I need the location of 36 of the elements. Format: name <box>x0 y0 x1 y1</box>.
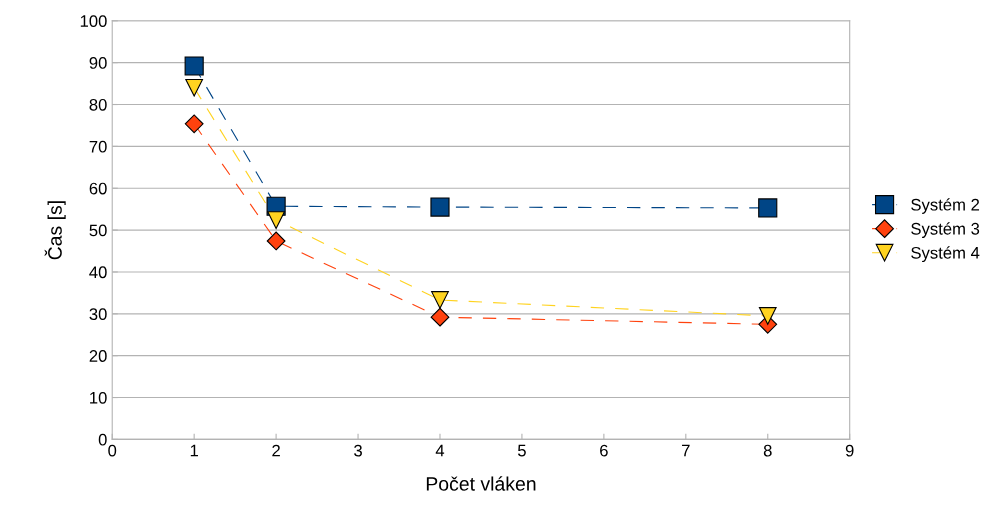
y-tick-label: 90 <box>89 57 107 69</box>
point <box>758 198 778 218</box>
point <box>185 78 204 97</box>
y-axis-title: Čas [s] <box>44 201 66 260</box>
legend-label: Systém 3 <box>911 222 980 238</box>
x-tick-label: 7 <box>682 444 690 457</box>
x-tick-label: 8 <box>763 444 772 457</box>
point <box>184 56 204 76</box>
y-tick-label: 80 <box>89 98 107 111</box>
legend-label: Systém 4 <box>911 246 980 263</box>
point <box>266 231 286 251</box>
x-tick-label: 6 <box>600 444 608 457</box>
point <box>430 307 450 327</box>
x-tick-label: 4 <box>435 444 445 457</box>
x-tick-label: 2 <box>272 444 280 457</box>
legend-label: Systém 2 <box>911 198 980 214</box>
y-tick-label: 50 <box>89 224 107 237</box>
y-tick-label: 70 <box>89 140 107 153</box>
y-tick-label: 30 <box>89 308 107 321</box>
y-tick-label: 0 <box>98 433 107 446</box>
x-tick-label: 1 <box>190 444 198 457</box>
y-tick-label: 10 <box>90 391 107 404</box>
x-tick-label: 9 <box>845 444 854 457</box>
y-tick-label: 20 <box>89 350 107 362</box>
y-tick-label: 100 <box>80 15 107 27</box>
x-tick-label: 0 <box>108 444 117 457</box>
point <box>430 197 450 217</box>
x-axis-title: Počet vláken <box>426 476 536 491</box>
point <box>184 114 204 134</box>
y-tick-label: 40 <box>89 266 107 279</box>
point <box>431 291 449 309</box>
point <box>267 211 285 229</box>
x-tick-label: 3 <box>354 444 362 457</box>
y-tick-label: 60 <box>89 182 107 195</box>
point <box>758 307 777 325</box>
x-tick-label: 5 <box>517 444 526 457</box>
